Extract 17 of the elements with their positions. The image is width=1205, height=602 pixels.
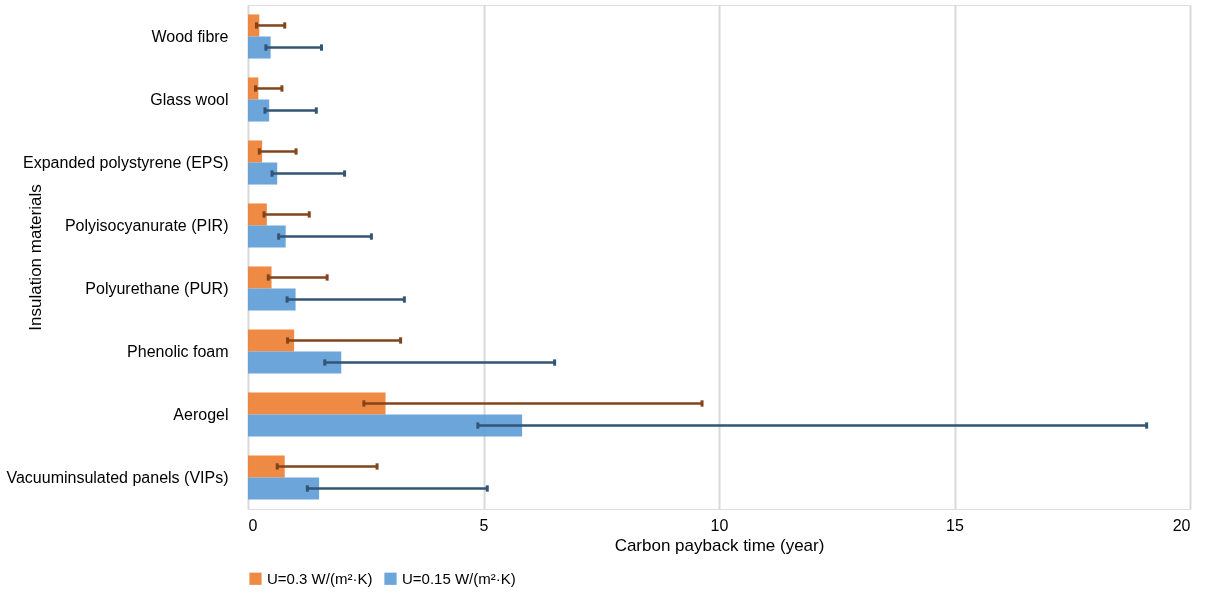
y-tick-label: Aerogel	[173, 405, 229, 423]
x-tick-label: 20	[1172, 516, 1191, 534]
x-tick-label: 15	[946, 516, 964, 534]
y-tick-label: Wood fibre	[151, 27, 229, 45]
legend-label: U=0.3 W/(m²·K)	[267, 569, 373, 587]
y-tick-label: Vacuuminsulated panels (VIPs)	[6, 468, 229, 486]
x-tick-label: 5	[479, 516, 489, 534]
legend-label: U=0.15 W/(m²·K)	[402, 569, 516, 587]
x-tick-label: 0	[248, 516, 258, 534]
y-tick-label: Phenolic foam	[127, 342, 229, 360]
y-tick-label: Glass wool	[150, 90, 229, 108]
y-tick-label: Polyisocyanurate (PIR)	[64, 216, 229, 234]
x-axis-title: Carbon payback time (year)	[614, 535, 825, 555]
y-tick-label: Expanded polystyrene (EPS)	[23, 153, 229, 171]
x-tick-label: 10	[710, 516, 729, 534]
y-tick-label: Polyurethane (PUR)	[85, 279, 229, 297]
y-axis-title: Insulation materials	[25, 184, 45, 331]
